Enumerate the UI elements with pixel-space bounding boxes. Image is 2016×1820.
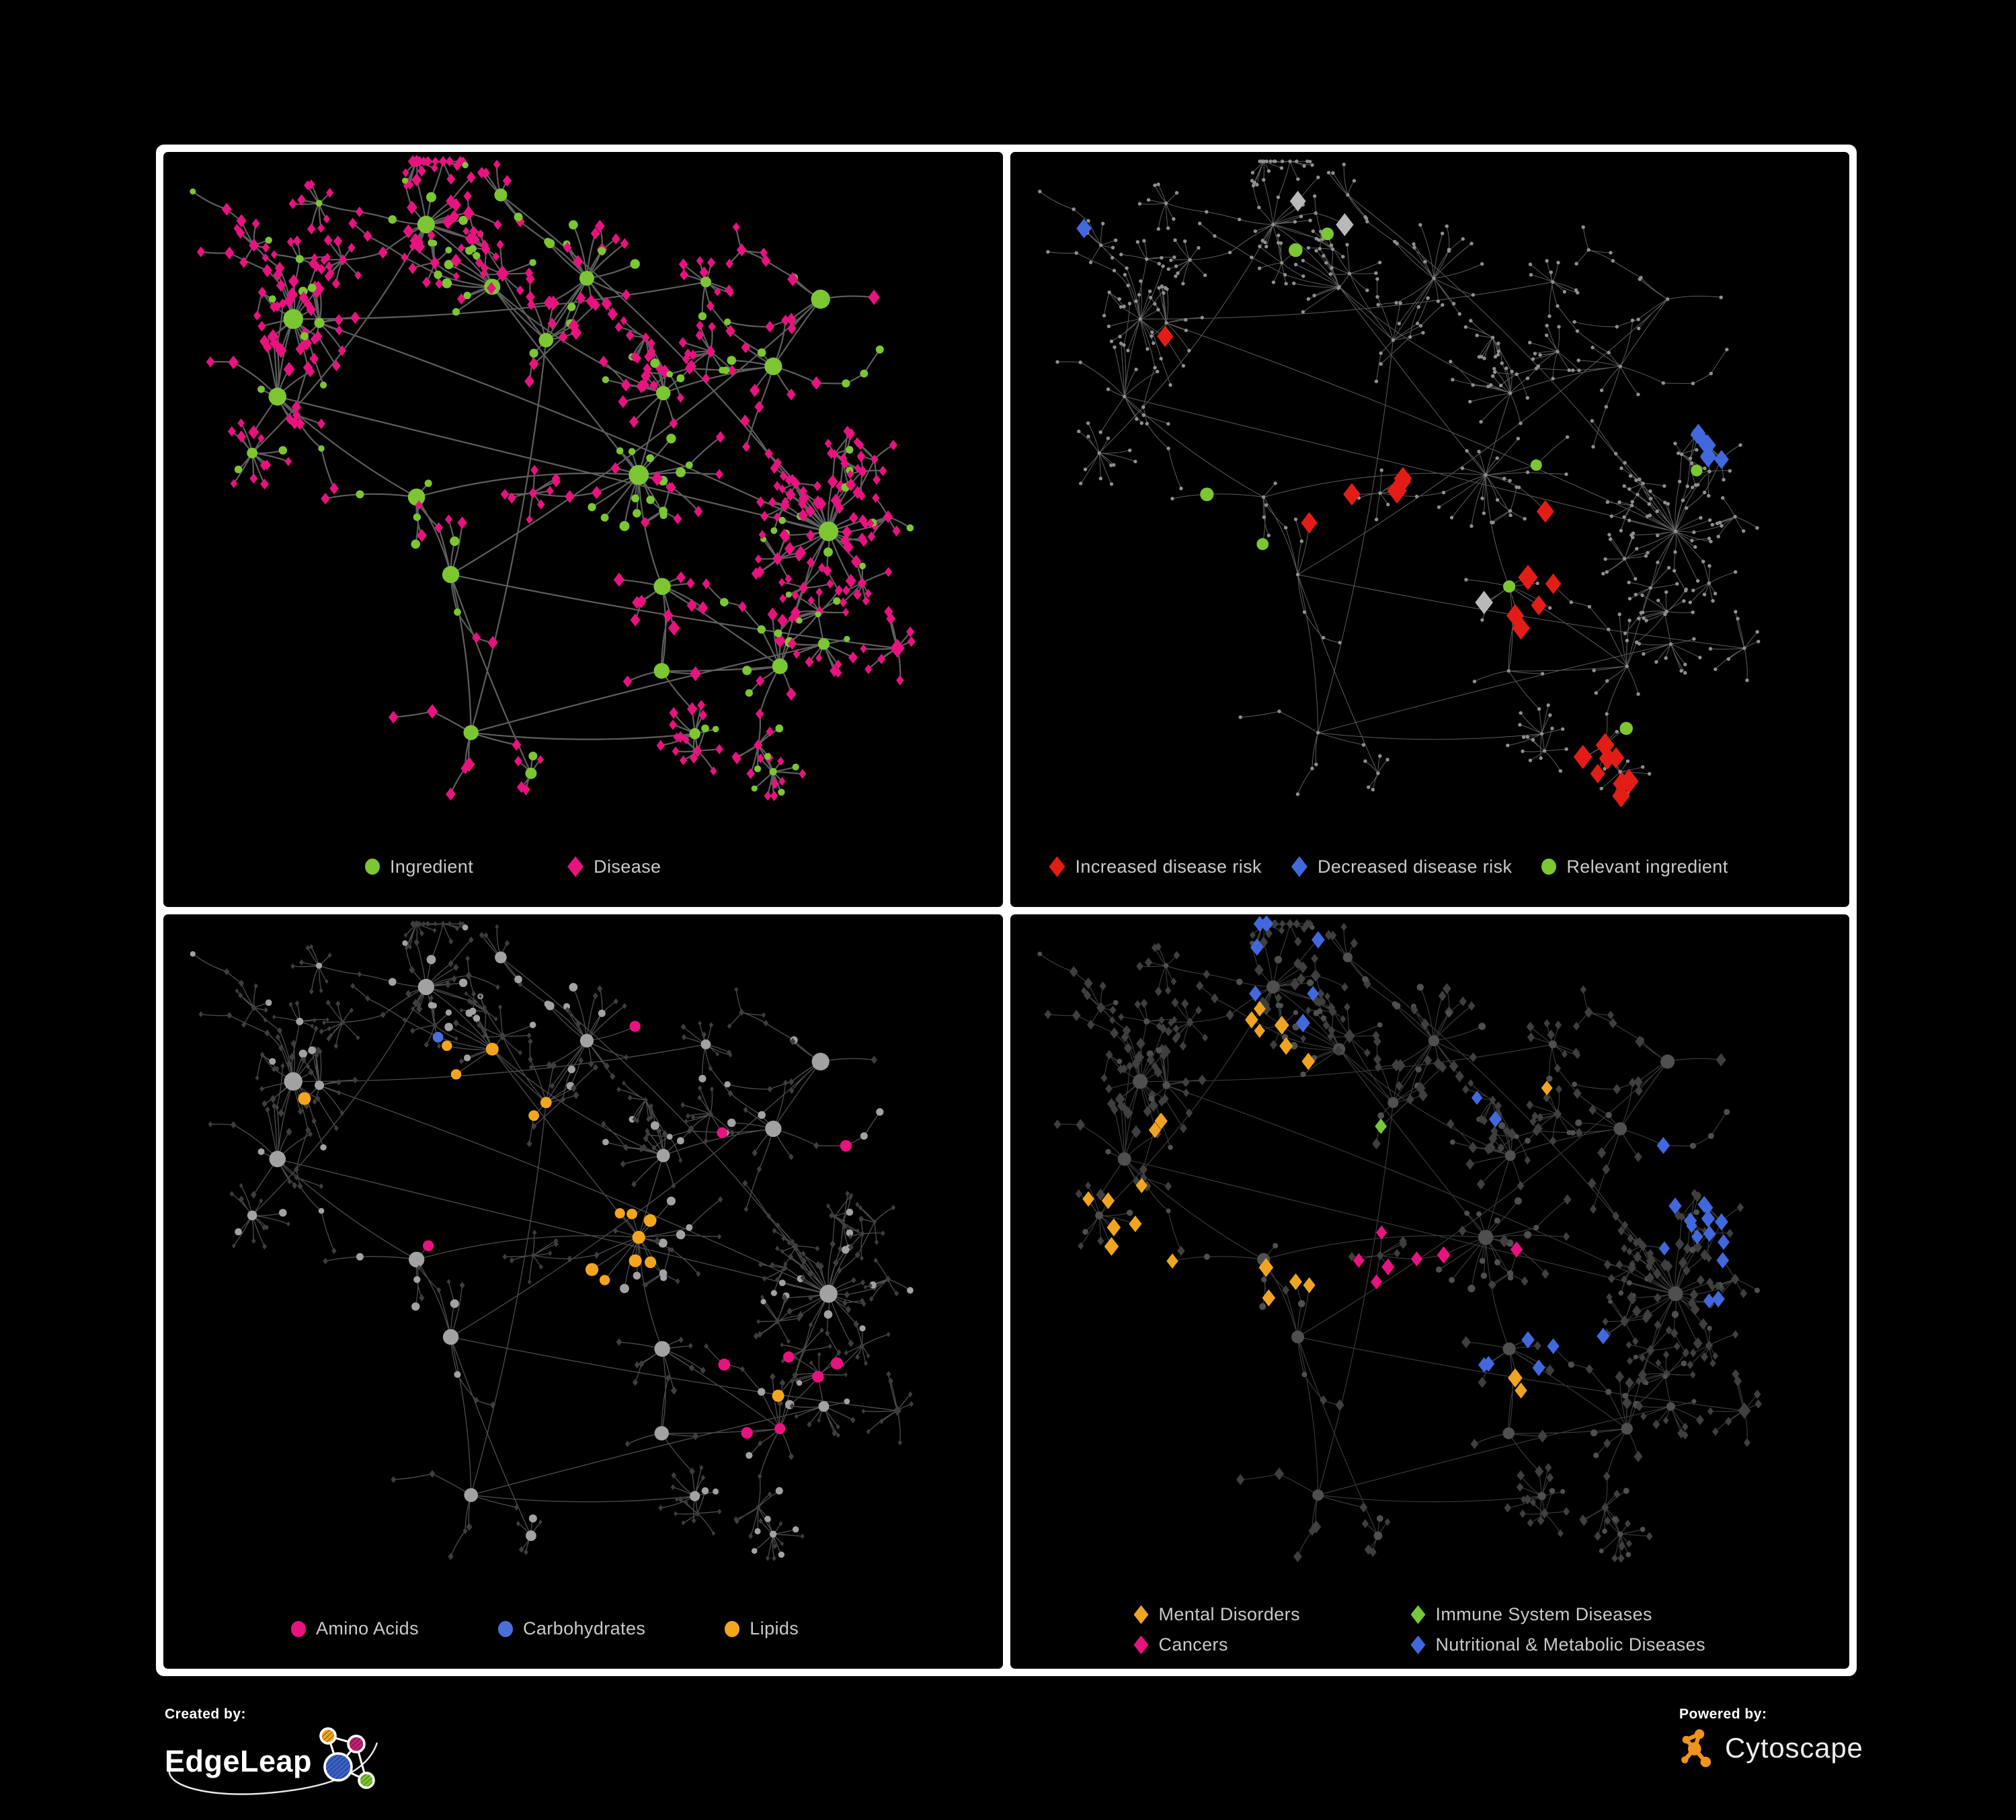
legend-disease-categories: Mental Disorders Immune System Diseases …: [1133, 1604, 1705, 1655]
immune-system-diseases-diamond-icon: [1410, 1605, 1426, 1624]
carbohydrates-circle-icon: [497, 1620, 513, 1637]
panel-nutrient-classes: Amino Acids Carbohydrates Lipids: [163, 914, 1003, 1669]
network-graph-nutrient-classes: [190, 920, 914, 1561]
figure-grid: Ingredient Disease Increased disease ris…: [156, 145, 1857, 1676]
panel-ingredient-disease: Ingredient Disease: [163, 152, 1003, 907]
legend-nutrient-classes: Amino Acids Carbohydrates Lipids: [163, 1618, 1003, 1639]
legend-item-cancers: Cancers: [1133, 1634, 1411, 1655]
edgeleap-brand-text: EdgeLeap: [165, 1744, 313, 1778]
legend-label-lipids: Lipids: [750, 1618, 799, 1638]
nutritional-metabolic-diseases-diamond-icon: [1410, 1635, 1426, 1655]
legend-item-carbohydrates: Carbohydrates: [497, 1618, 646, 1639]
legend-item-lipids: Lipids: [725, 1618, 799, 1639]
panel-disease-categories: Mental Disorders Immune System Diseases …: [1010, 914, 1849, 1669]
legend-disease-risk: Increased disease risk Decreased disease…: [1010, 856, 1850, 877]
edgeleap-logo: EdgeLeap: [165, 1727, 393, 1799]
disease-diamond-icon: [567, 856, 584, 877]
legend-label-ingredient: Ingredient: [390, 856, 474, 877]
cytoscape-logo-icon: [1681, 1729, 1711, 1768]
legend-ingredient-disease: Ingredient Disease: [163, 856, 1003, 877]
legend-label-carbohydrates: Carbohydrates: [522, 1618, 646, 1638]
legend-item-immune-system-diseases: Immune System Diseases: [1410, 1604, 1705, 1625]
ingredient-circle-icon: [365, 859, 380, 875]
cancers-diamond-icon: [1133, 1635, 1149, 1655]
legend-item-ingredient: Ingredient: [365, 857, 473, 877]
edgeleap-logo-graphic: [168, 1727, 378, 1795]
legend-label-nutritional-metabolic-diseases: Nutritional & Metabolic Diseases: [1435, 1634, 1705, 1655]
legend-label-decreased-risk: Decreased disease risk: [1317, 856, 1513, 877]
legend-item-mental-disorders: Mental Disorders: [1133, 1604, 1411, 1625]
created-by-label: Created by:: [165, 1706, 247, 1722]
lipids-circle-icon: [725, 1620, 740, 1637]
legend-label-immune-system-diseases: Immune System Diseases: [1435, 1604, 1652, 1624]
network-graph-ingredient-disease: [190, 155, 916, 801]
powered-by-label: Powered by:: [1679, 1706, 1767, 1722]
powered-by-block: Powered by: Cytoscape: [1679, 1706, 1863, 1768]
legend-item-relevant-ingredient: Relevant ingredient: [1541, 857, 1728, 877]
legend-item-nutritional-metabolic-diseases: Nutritional & Metabolic Diseases: [1410, 1634, 1705, 1655]
legend-label-cancers: Cancers: [1158, 1634, 1228, 1655]
decreased-risk-diamond-icon: [1291, 856, 1307, 877]
cytoscape-logo: Cytoscape: [1679, 1728, 1863, 1768]
legend-item-amino-acids: Amino Acids: [291, 1618, 419, 1639]
edgeleap-swoosh: [168, 1742, 378, 1795]
legend-item-decreased-risk: Decreased disease risk: [1291, 856, 1513, 877]
created-by-block: Created by:: [165, 1706, 393, 1799]
legend-label-disease: Disease: [594, 856, 661, 877]
panel-disease-risk: Increased disease risk Decreased disease…: [1010, 152, 1850, 907]
cytoscape-brand-text: Cytoscape: [1725, 1732, 1863, 1764]
network-graph-disease-risk: [1037, 159, 1760, 808]
legend-label-increased-risk: Increased disease risk: [1075, 856, 1262, 877]
legend-item-disease: Disease: [567, 856, 661, 877]
legend-label-mental-disorders: Mental Disorders: [1158, 1604, 1300, 1624]
edgeleap-nodes: [319, 1727, 375, 1789]
legend-item-increased-risk: Increased disease risk: [1049, 856, 1262, 877]
legend-label-amino-acids: Amino Acids: [316, 1618, 419, 1638]
network-graph-disease-categories: [1037, 914, 1762, 1562]
relevant-ingredient-circle-icon: [1541, 859, 1557, 875]
increased-risk-diamond-icon: [1049, 856, 1065, 877]
amino-acids-circle-icon: [291, 1620, 306, 1637]
mental-disorders-diamond-icon: [1133, 1605, 1149, 1624]
legend-label-relevant-ingredient: Relevant ingredient: [1566, 856, 1728, 877]
